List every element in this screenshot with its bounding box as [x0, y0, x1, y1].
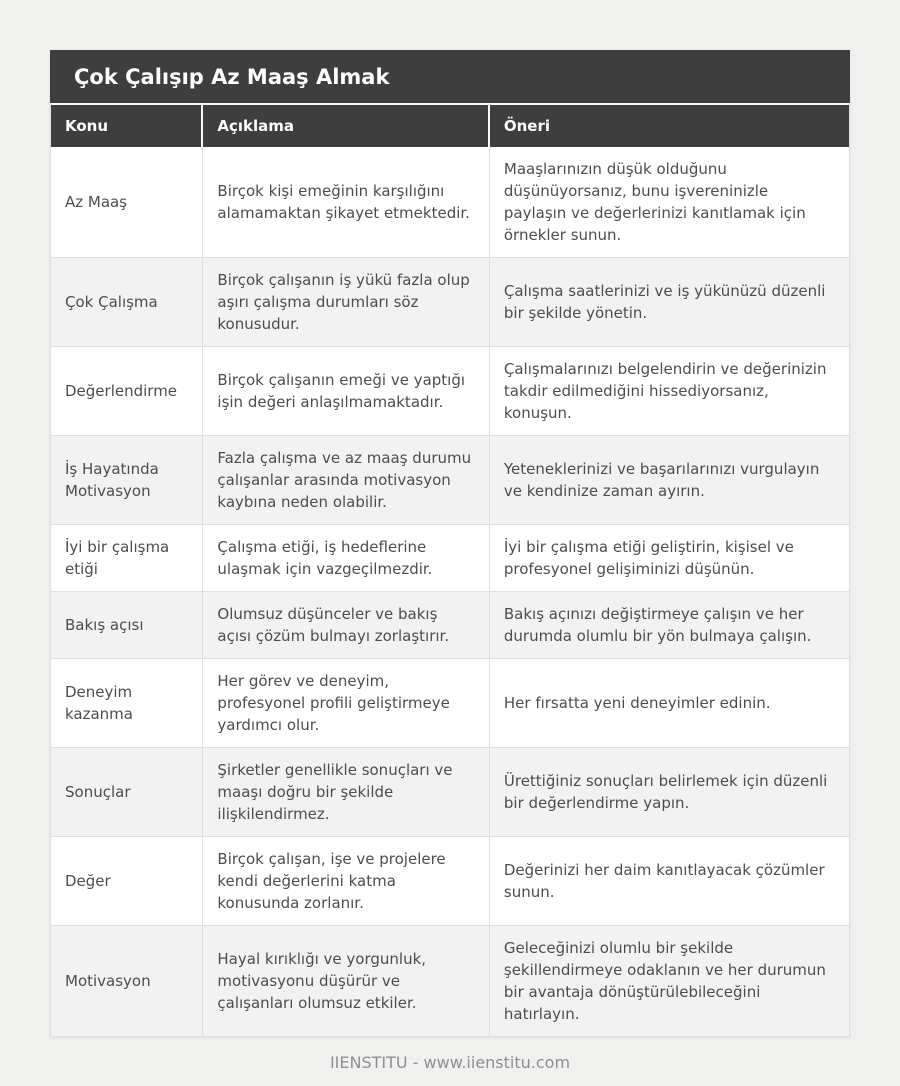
suggestion-cell: Geleceğinizi olumlu bir şekilde şekillen… — [489, 925, 849, 1036]
table-row: Az Maaş Birçok kişi emeğinin karşılığını… — [51, 147, 849, 257]
topic-cell: İyi bir çalışma etiği — [51, 524, 204, 591]
description-cell: Hayal kırıklığı ve yorgunluk, motivasyon… — [203, 925, 490, 1036]
description-cell: Fazla çalışma ve az maaş durumu çalışanl… — [203, 435, 490, 524]
topic-cell: Bakış açısı — [51, 591, 204, 658]
topic-cell: Az Maaş — [51, 147, 204, 257]
table-title: Çok Çalışıp Az Maaş Almak — [50, 50, 850, 105]
suggestion-cell: İyi bir çalışma etiği geliştirin, kişise… — [489, 524, 849, 591]
column-header-konu: Konu — [51, 105, 204, 147]
suggestion-cell: Bakış açınızı değiştirmeye çalışın ve he… — [489, 591, 849, 658]
table-row: Değer Birçok çalışan, işe ve projelere k… — [51, 836, 849, 925]
suggestion-cell: Her fırsatta yeni deneyimler edinin. — [489, 658, 849, 747]
suggestion-cell: Yeteneklerinizi ve başarılarınızı vurgul… — [489, 435, 849, 524]
table-row: Değerlendirme Birçok çalışanın emeği ve … — [51, 346, 849, 435]
description-cell: Birçok çalışanın emeği ve yaptığı işin d… — [203, 346, 490, 435]
table-row: Bakış açısı Olumsuz düşünceler ve bakış … — [51, 591, 849, 658]
suggestion-cell: Ürettiğiniz sonuçları belirlemek için dü… — [489, 747, 849, 836]
table-row: İyi bir çalışma etiği Çalışma etiği, iş … — [51, 524, 849, 591]
table-row: Motivasyon Hayal kırıklığı ve yorgunluk,… — [51, 925, 849, 1036]
table-row: Çok Çalışma Birçok çalışanın iş yükü faz… — [51, 257, 849, 346]
description-cell: Birçok çalışanın iş yükü fazla olup aşır… — [203, 257, 490, 346]
topic-cell: Değerlendirme — [51, 346, 204, 435]
table-row: Deneyim kazanma Her görev ve deneyim, pr… — [51, 658, 849, 747]
suggestion-cell: Maaşlarınızın düşük olduğunu düşünüyorsa… — [503, 160, 806, 244]
topic-cell: Çok Çalışma — [51, 257, 204, 346]
footer-attribution: IIENSTITU - www.iienstitu.com — [329, 1053, 571, 1072]
description-cell: Birçok kişi emeğinin karşılığını alamama… — [203, 147, 490, 257]
content-table-card: Çok Çalışıp Az Maaş Almak Konu Açıklama … — [50, 50, 850, 1037]
suggestion-cell: Çalışmalarınızı belgelendirin ve değerin… — [489, 346, 849, 435]
suggestion-cell: Değerinizi her daim kanıtlayacak çözümle… — [489, 836, 849, 925]
description-cell: Çalışma etiği, iş hedeflerine ulaşmak iç… — [203, 524, 490, 591]
topic-cell: Motivasyon — [51, 925, 204, 1036]
content-table: Konu Açıklama Öneri Az Maaş Birçok kişi … — [50, 105, 850, 1037]
description-cell: Şirketler genellikle sonuçları ve maaşı … — [203, 747, 490, 836]
topic-cell: Değer — [51, 836, 204, 925]
table-row: Sonuçlar Şirketler genellikle sonuçları … — [51, 747, 849, 836]
column-header-oneri: Öneri — [489, 105, 849, 147]
column-header-aciklama: Açıklama — [203, 105, 490, 147]
description-cell: Olumsuz düşünceler ve bakış açısı çözüm … — [203, 591, 490, 658]
topic-cell: Deneyim kazanma — [51, 658, 204, 747]
description-cell: Her görev ve deneyim, profesyonel profil… — [203, 658, 490, 747]
topic-cell: İş Hayatında Motivasyon — [51, 435, 204, 524]
description-cell: Birçok çalışan, işe ve projelere kendi d… — [203, 836, 490, 925]
topic-cell: Sonuçlar — [51, 747, 204, 836]
table-header-row: Konu Açıklama Öneri — [51, 105, 849, 147]
suggestion-cell: Çalışma saatlerinizi ve iş yükünüzü düze… — [489, 257, 849, 346]
table-row: İş Hayatında Motivasyon Fazla çalışma ve… — [51, 435, 849, 524]
